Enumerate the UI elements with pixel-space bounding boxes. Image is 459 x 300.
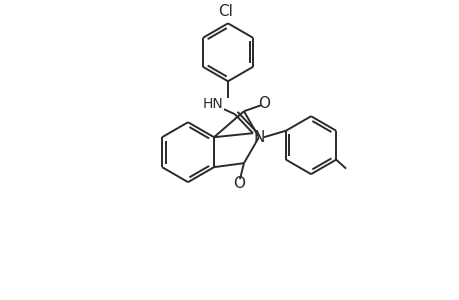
Text: N: N [253, 130, 264, 145]
Text: O: O [232, 176, 245, 190]
Text: HN: HN [202, 97, 223, 111]
Text: Cl: Cl [218, 4, 233, 19]
Text: O: O [257, 96, 269, 111]
